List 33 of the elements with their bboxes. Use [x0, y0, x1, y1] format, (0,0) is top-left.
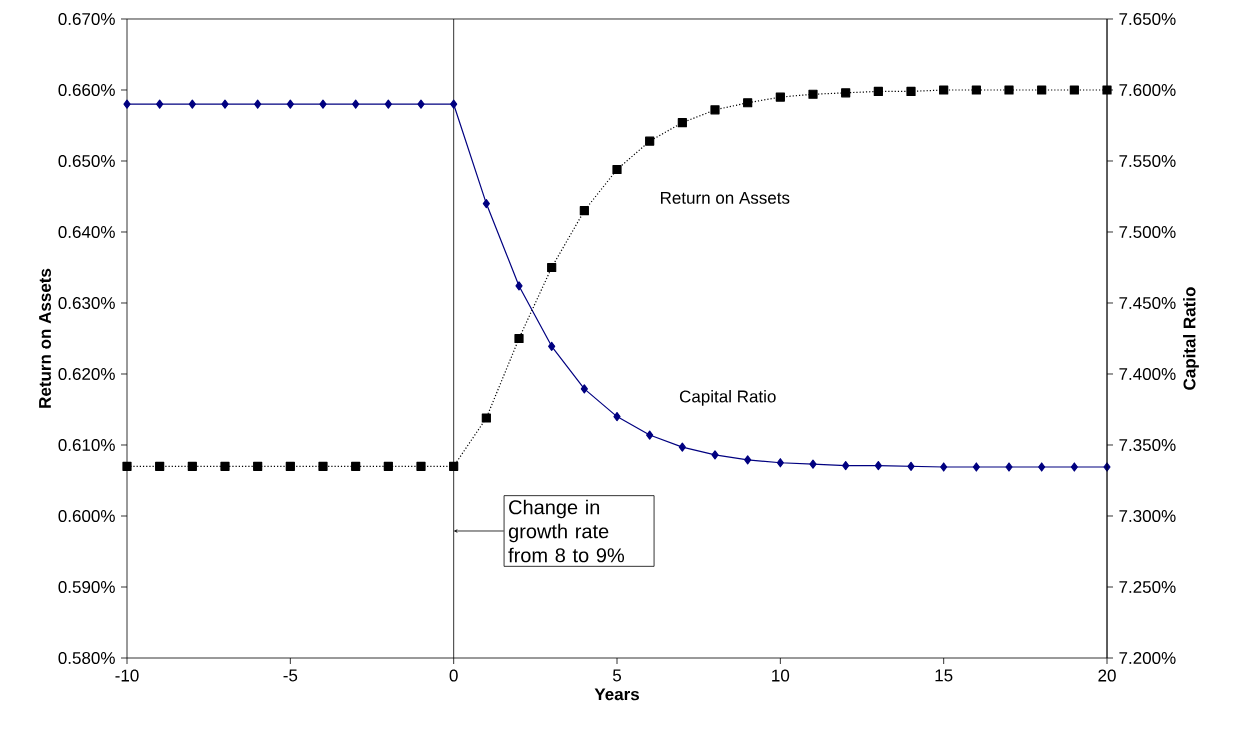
y2-axis-title: Capital Ratio — [1183, 287, 1199, 390]
y2-tick-label: 7.300% — [1119, 509, 1176, 523]
y-tick-label: 0.620% — [58, 367, 115, 381]
y-tick-label: 0.580% — [58, 651, 115, 665]
annotation: Return on Assets — [661, 191, 790, 204]
y-tick-label: 0.650% — [58, 154, 115, 168]
y2-tick-label: 7.550% — [1119, 154, 1176, 168]
x-tick-label: -5 — [283, 669, 298, 682]
y2-tick-label: 7.500% — [1119, 225, 1176, 239]
y-tick-label: 0.610% — [58, 438, 115, 452]
y2-tick-label: 7.650% — [1119, 12, 1176, 26]
y-tick-label: 0.630% — [58, 296, 115, 310]
x-tick-label: -10 — [115, 669, 139, 682]
y2-tick-label: 7.200% — [1119, 651, 1176, 665]
y-tick-label: 0.590% — [58, 580, 115, 594]
y2-tick-label: 7.350% — [1119, 438, 1176, 452]
x-tick-label: 10 — [772, 669, 790, 682]
y-axis-title: Return on Assets — [39, 268, 51, 408]
y2-tick-label: 7.450% — [1119, 296, 1176, 310]
x-axis-title: Years — [594, 688, 639, 701]
y2-tick-label: 7.250% — [1119, 580, 1176, 594]
x-tick-label: 15 — [935, 669, 953, 682]
ref-line-label: Change in growth rate from 8 to 9% — [508, 499, 625, 563]
y-tick-label: 0.640% — [58, 225, 115, 239]
y-tick-label: 0.600% — [58, 509, 115, 523]
y-tick-label: 0.670% — [58, 12, 115, 26]
annotation: Capital Ratio — [679, 390, 776, 406]
y2-tick-label: 7.400% — [1119, 367, 1176, 381]
x-tick-label: 20 — [1098, 669, 1116, 682]
y-tick-label: 0.660% — [58, 83, 115, 97]
x-tick-label: 0 — [449, 669, 458, 682]
x-tick-label: 5 — [612, 669, 622, 682]
y2-tick-label: 7.600% — [1119, 83, 1176, 97]
